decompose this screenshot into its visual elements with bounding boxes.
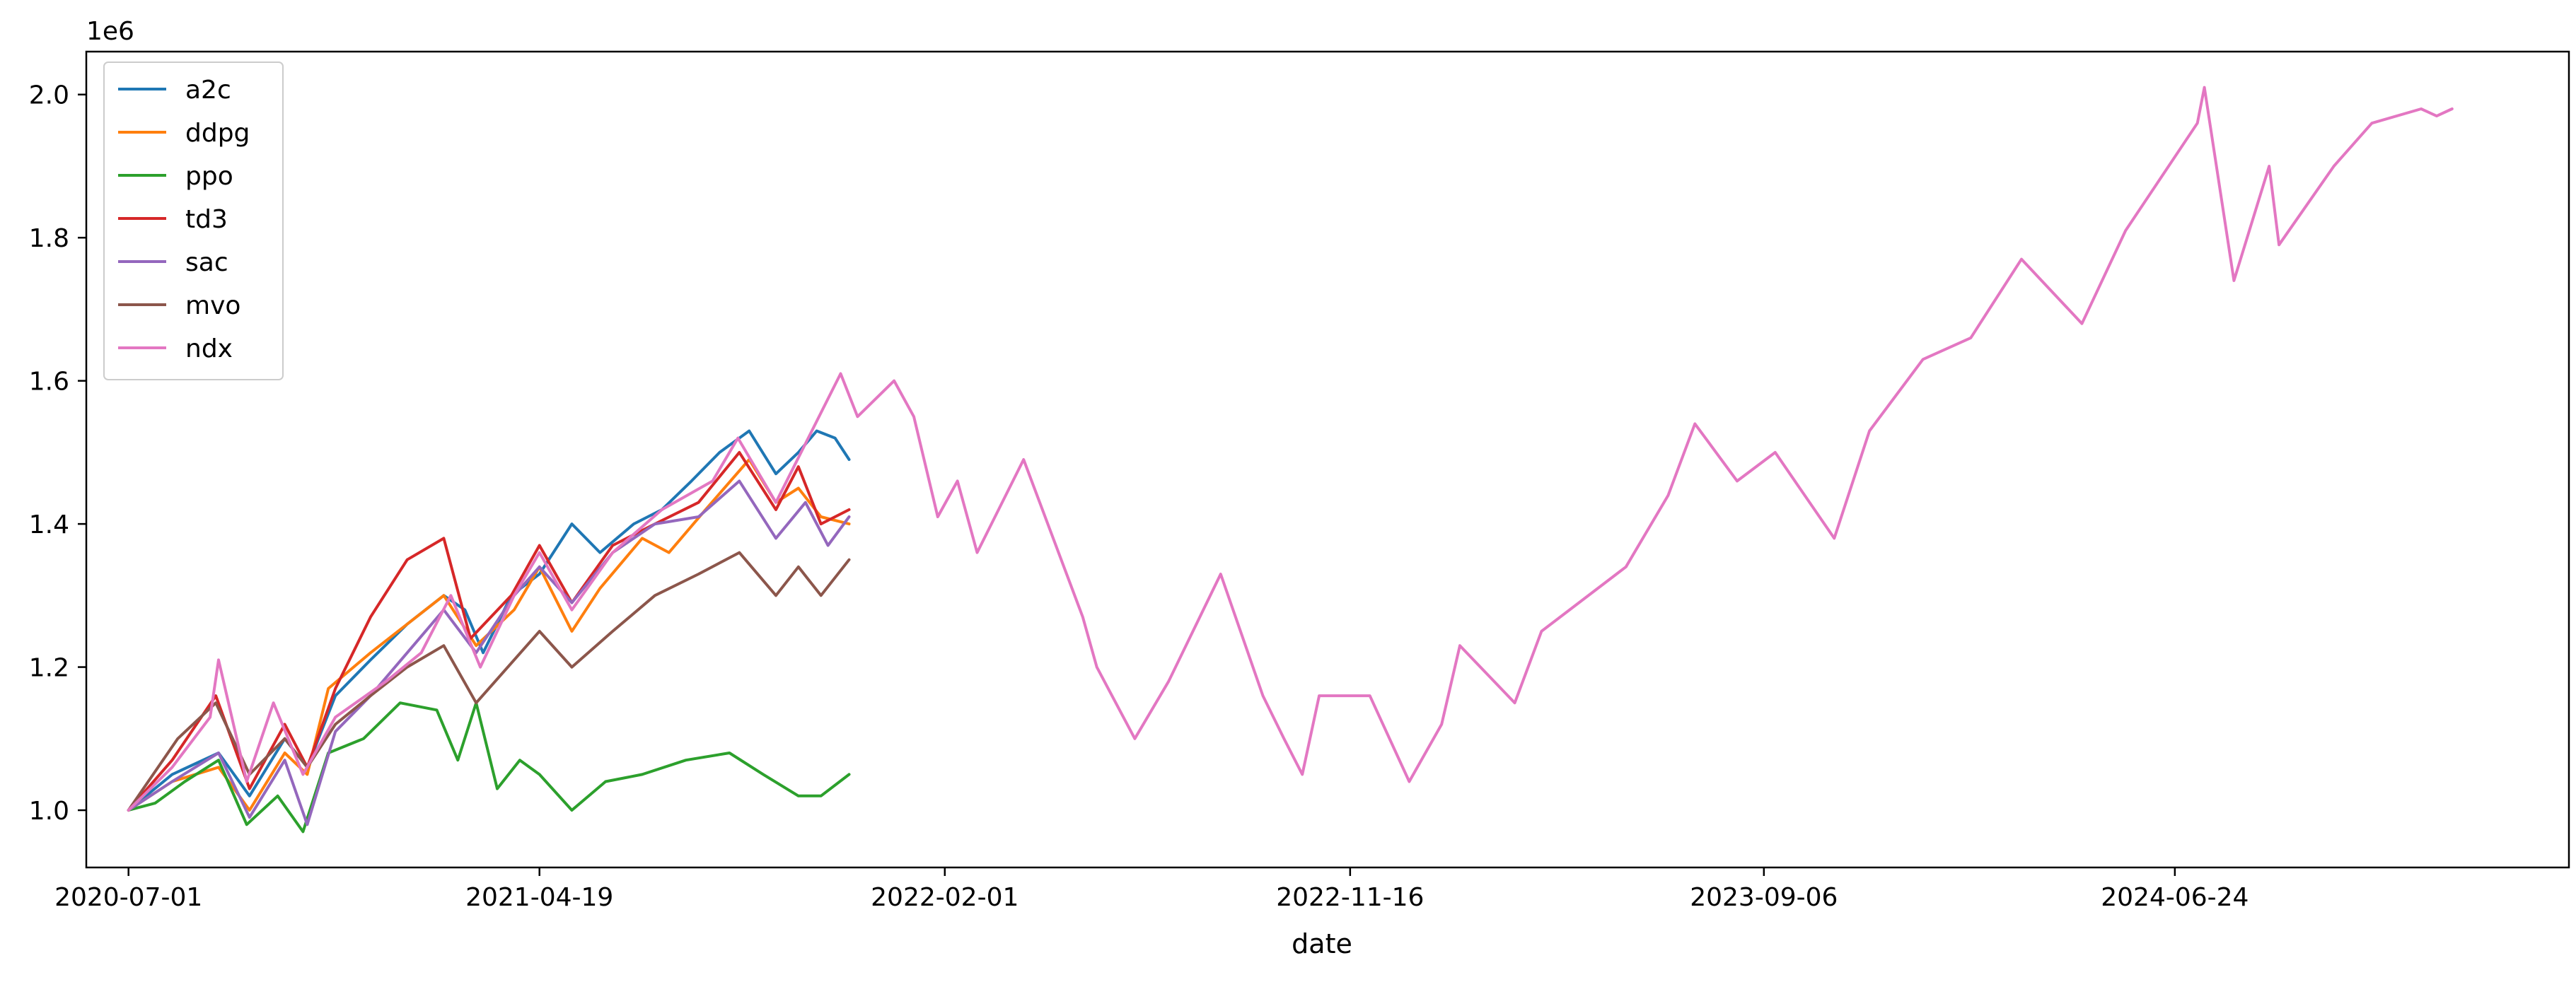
plot-frame (85, 50, 2570, 869)
legend-label-mvo: mvo (185, 291, 240, 320)
x-tick-label: 2021-04-19 (465, 883, 613, 912)
legend-label-td3: td3 (185, 205, 228, 234)
x-axis-title: date (1292, 928, 1352, 959)
legend-label-sac: sac (185, 248, 228, 277)
legend-label-ndx: ndx (185, 334, 233, 363)
x-tick-label: 2020-07-01 (54, 883, 202, 912)
y-tick-label: 1.2 (29, 654, 69, 683)
y-tick-label: 1.8 (29, 224, 69, 253)
legend: a2c ddpg ppo td3 sac mvo ndx (103, 62, 284, 380)
y-tick-label: 1.6 (29, 368, 69, 397)
series-line-mvo (127, 551, 851, 812)
y-axis: 1.0 1.2 1.4 1.6 1.8 2.0 (29, 81, 86, 826)
series-layer (127, 86, 2454, 834)
legend-frame (103, 62, 284, 380)
x-tick-label: 2022-11-16 (1276, 883, 1424, 912)
x-tick-label: 2024-06-24 (2101, 883, 2249, 912)
legend-label-ddpg: ddpg (185, 119, 250, 148)
y-tick-label: 1.0 (29, 797, 69, 826)
series-line-ndx (127, 86, 2454, 812)
series-line-sac (127, 479, 851, 826)
legend-label-a2c: a2c (185, 76, 231, 105)
y-offset-label: 1e6 (86, 17, 134, 46)
y-tick-label: 1.4 (29, 510, 69, 539)
x-tick-label: 2022-02-01 (871, 883, 1019, 912)
legend-label-ppo: ppo (185, 162, 233, 191)
x-axis: 2020-07-01 2021-04-19 2022-02-01 2022-11-16… (54, 867, 2249, 912)
x-tick-label: 2023-09-06 (1690, 883, 1838, 912)
y-tick-label: 2.0 (29, 81, 69, 110)
